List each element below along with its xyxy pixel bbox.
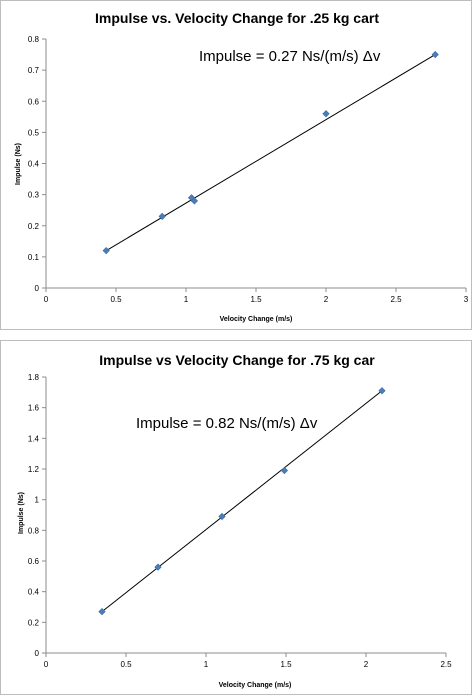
x-tick-label: 0.5 [120, 660, 132, 669]
data-point [102, 247, 110, 255]
y-axis-title: Impulse (Ns) [15, 143, 22, 185]
y-tick-label: 1.4 [28, 434, 40, 443]
x-tick-label: 0 [44, 295, 49, 304]
trendline [101, 390, 383, 612]
y-tick-label: 1.8 [28, 373, 40, 382]
y-tick-label: 0.7 [28, 66, 40, 75]
data-point [190, 197, 199, 205]
data-point [218, 512, 226, 521]
y-tick-label: 0.3 [28, 191, 40, 200]
regression-equation: Impulse = 0.27 Ns/(m/s) Δv [199, 48, 381, 65]
data-point [280, 466, 289, 475]
data-point [378, 387, 386, 395]
y-tick-label: 0.4 [28, 160, 40, 169]
x-tick-label: 1 [204, 660, 209, 669]
y-tick-label: 0.6 [28, 557, 40, 566]
y-tick-label: 1.2 [28, 465, 40, 474]
chart-panel-car-075: Impulse vs Velocity Change for .75 kg ca… [0, 340, 472, 695]
x-tick-label: 2.5 [390, 295, 402, 304]
regression-equation: Impulse = 0.82 Ns/(m/s) Δv [136, 415, 318, 432]
x-tick-label: 1.5 [250, 295, 262, 304]
y-tick-label: 0.8 [28, 35, 40, 44]
x-tick-label: 2 [324, 295, 329, 304]
x-axis-title: Velocity Change (m/s) [219, 682, 292, 689]
plot-area: 0 0.2 0.4 0.6 0.8 1 1.2 1.4 1.6 1.8 0 0.5 1 1.5 2 2.5 [28, 373, 452, 669]
x-tick-label: 1 [184, 295, 189, 304]
chart-svg: Impulse vs. Velocity Change for .25 kg c… [15, 10, 469, 323]
y-tick-label: 1 [35, 496, 40, 505]
x-tick-label: 1.5 [280, 660, 292, 669]
chart-title: Impulse vs Velocity Change for .75 kg ca… [99, 352, 375, 368]
y-tick-label: 1.6 [28, 404, 40, 413]
y-tick-label: 0.2 [28, 618, 40, 627]
data-point [322, 110, 330, 118]
y-tick-label: 0.5 [28, 128, 40, 137]
chart-panel-cart-025: Impulse vs. Velocity Change for .25 kg c… [0, 0, 472, 330]
x-tick-label: 2.5 [440, 660, 452, 669]
data-point [98, 607, 106, 616]
trendline [105, 54, 436, 252]
x-axis-title-text: Velocity Change (m/s) [220, 316, 293, 323]
y-tick-label: 0 [35, 649, 40, 658]
chart-title: Impulse vs. Velocity Change for .25 kg c… [95, 10, 379, 26]
y-tick-label: 0.1 [28, 253, 40, 262]
chart-svg: Impulse vs Velocity Change for .75 kg ca… [18, 352, 452, 689]
y-axis-title-text: Impulse (Ns) [15, 143, 22, 185]
y-tick-label: 0.4 [28, 588, 40, 597]
x-tick-label: 3 [464, 295, 469, 304]
y-tick-label: 0.2 [28, 222, 40, 231]
x-axis-title-text: Velocity Change (m/s) [219, 682, 292, 689]
x-tick-label: 2 [364, 660, 369, 669]
data-point [158, 212, 166, 221]
data-point [431, 50, 439, 59]
y-tick-label: 0.8 [28, 526, 40, 535]
plot-area: 0 0.1 0.2 0.3 0.4 0.5 0.6 0.7 0.8 0 0.5 1 1.5 2 2.5 3 [28, 35, 469, 304]
x-tick-label: 0.5 [110, 295, 122, 304]
data-point [154, 563, 162, 571]
y-tick-label: 0 [35, 284, 40, 293]
y-tick-label: 0.6 [28, 97, 40, 106]
y-axis-title: Impulse (Ns) [18, 492, 25, 534]
x-tick-label: 0 [44, 660, 49, 669]
x-axis-title: Velocity Change (m/s) [220, 316, 293, 323]
y-axis-title-text: Impulse (Ns) [18, 492, 25, 534]
